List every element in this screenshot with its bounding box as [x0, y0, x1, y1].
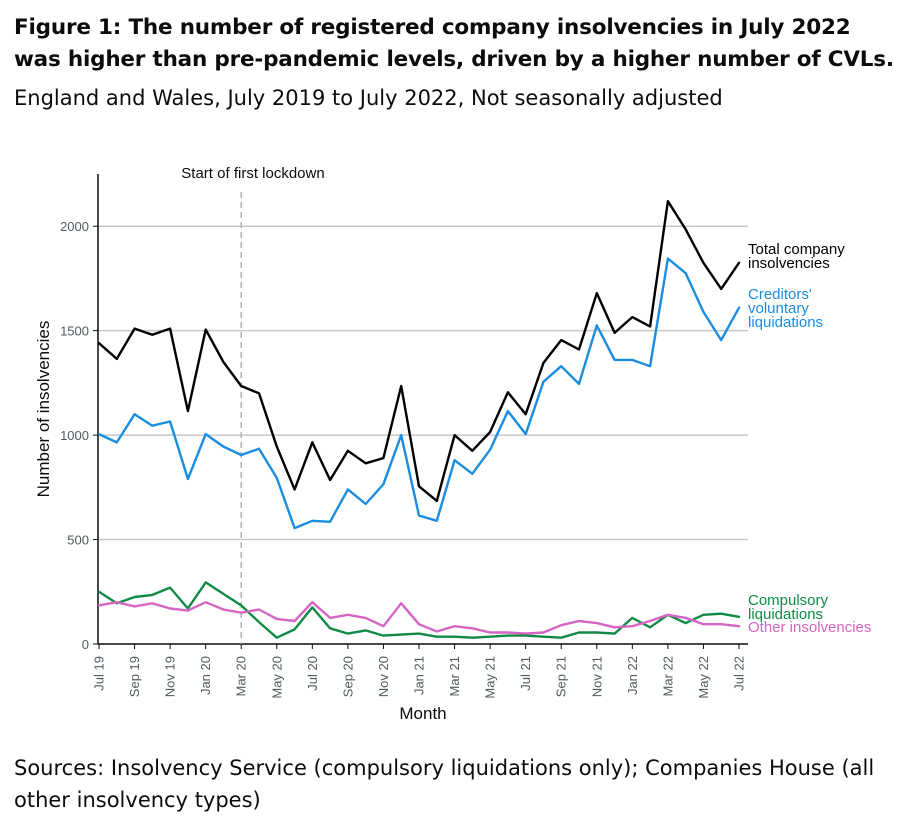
series-direct-label: Other insolvencies [748, 619, 871, 636]
x-tick-label: Mar 22 [660, 656, 675, 696]
figure-source: Sources: Insolvency Service (compulsory … [14, 756, 875, 812]
x-tick-label: Sep 21 [554, 656, 569, 697]
x-tick-label: Nov 19 [163, 656, 178, 697]
series-direct-label-line: liquidations [748, 314, 823, 331]
x-tick-label: Jan 20 [198, 656, 213, 695]
series-line [97, 257, 741, 530]
x-tick-label: Jan 21 [412, 656, 427, 695]
line-chart: 0 500 1000 1500 2000 Jul 19 Sep 19 Nov 19 Jan 20… [34, 165, 871, 723]
series-line [97, 200, 741, 503]
figure-subtitle: England and Wales, July 2019 to July 202… [14, 86, 723, 110]
series-direct-label-line: Total company [748, 241, 845, 258]
y-tick-label: 1500 [60, 324, 89, 339]
series-lines [97, 200, 741, 639]
x-tick-label: Sep 20 [340, 656, 355, 697]
x-tick-label: Jan 22 [625, 656, 640, 695]
x-tick-label: Jul 20 [305, 656, 320, 691]
y-tick-label: 500 [67, 533, 89, 548]
figure-title: Figure 1: The number of registered compa… [14, 15, 894, 72]
x-tick-label: Jul 19 [92, 656, 107, 691]
x-tick-label: Nov 20 [376, 656, 391, 697]
series-direct-label-line: Compulsory [748, 592, 829, 609]
x-tick-label: Mar 20 [234, 656, 249, 696]
series-direct-label-line: voluntary [748, 300, 809, 317]
annotation: Start of first lockdown [181, 165, 325, 644]
series-line [97, 601, 741, 635]
x-tick-label: May 20 [269, 656, 284, 699]
axes: 0 500 1000 1500 2000 Jul 19 Sep 19 Nov 19 Jan 20… [60, 174, 748, 699]
x-tick-label: Jul 21 [518, 656, 533, 691]
x-tick-label: May 21 [483, 656, 498, 699]
y-axis-label: Number of insolvencies [34, 321, 53, 498]
x-tick-label: Jul 22 [732, 656, 747, 691]
series-direct-label-line: insolvencies [748, 255, 830, 272]
series-direct-label: Compulsory liquidations [748, 592, 829, 623]
series-line [97, 581, 741, 639]
series-direct-label-line: liquidations [748, 606, 823, 623]
x-tick-label: Sep 19 [127, 656, 142, 697]
x-tick-label: Nov 21 [589, 656, 604, 697]
series-direct-label-line: Other insolvencies [748, 619, 871, 636]
y-tick-label: 0 [82, 637, 89, 652]
x-tick-label: Mar 21 [447, 656, 462, 696]
series-direct-label: Creditors' voluntary liquidations [748, 286, 823, 331]
series-direct-label-line: Creditors' [748, 286, 812, 303]
direct-labels: Total company insolvencies Creditors' volun… [748, 241, 871, 636]
y-tick-label: 1000 [60, 428, 89, 443]
gridlines [98, 225, 748, 541]
x-axis-label: Month [399, 704, 446, 723]
lockdown-annotation-label: Start of first lockdown [181, 165, 324, 182]
y-tick-label: 2000 [60, 219, 89, 234]
x-tick-label: May 22 [696, 656, 711, 699]
series-direct-label: Total company insolvencies [748, 241, 845, 272]
